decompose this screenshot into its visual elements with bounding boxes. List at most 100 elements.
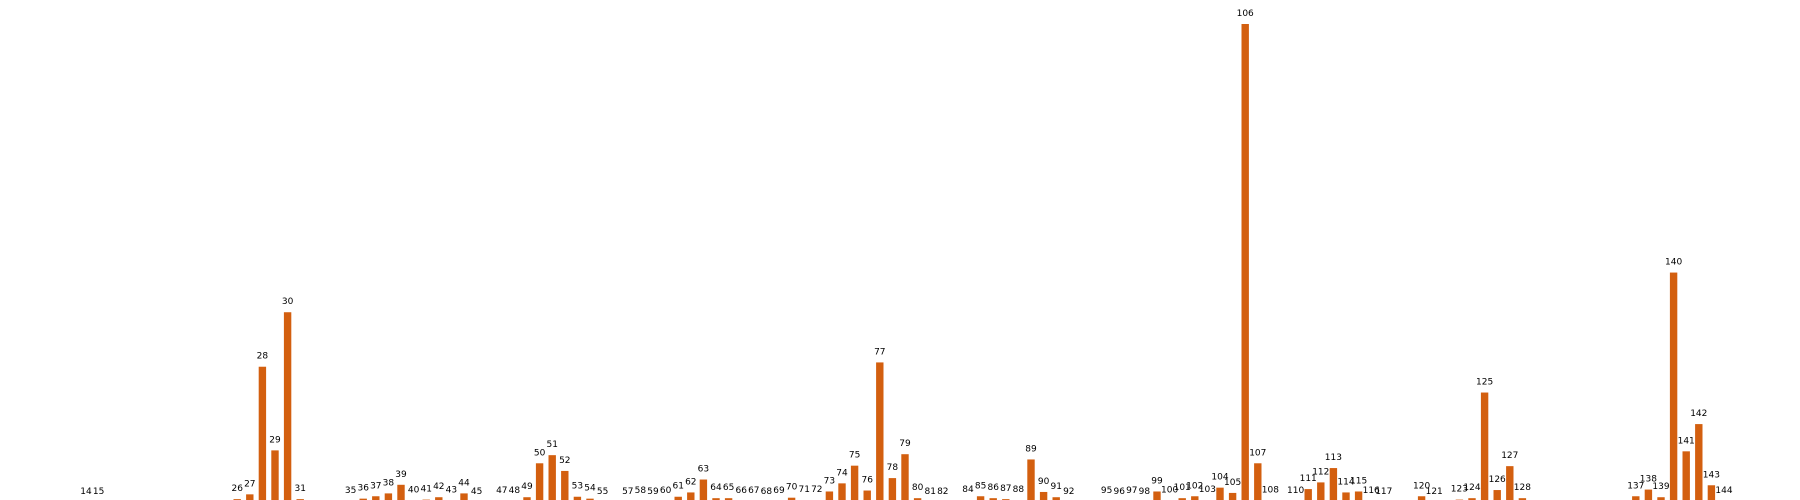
data-label-125: 125: [1476, 378, 1493, 388]
bar-64: [712, 498, 720, 500]
data-label-60: 60: [660, 486, 672, 496]
bar-142: [1695, 424, 1703, 500]
data-label-62: 62: [685, 477, 696, 487]
data-label-102: 102: [1186, 481, 1203, 491]
data-label-66: 66: [735, 486, 747, 496]
bar-124: [1468, 498, 1476, 500]
data-label-74: 74: [836, 468, 848, 478]
data-label-106: 106: [1237, 9, 1254, 19]
data-label-138: 138: [1640, 475, 1657, 485]
data-label-59: 59: [647, 487, 659, 497]
data-label-110: 110: [1287, 486, 1304, 496]
data-label-41: 41: [420, 485, 431, 495]
bar-53: [573, 496, 582, 500]
data-label-45: 45: [471, 487, 482, 497]
bar-125: [1480, 392, 1489, 500]
bar-91: [1052, 497, 1060, 500]
bar-62: [687, 492, 695, 500]
data-label-81: 81: [924, 487, 935, 497]
bar-112: [1317, 482, 1325, 500]
bar-28: [258, 366, 267, 500]
data-label-84: 84: [962, 485, 974, 495]
data-label-43: 43: [446, 486, 457, 496]
data-label-128: 128: [1514, 483, 1531, 493]
bar-86: [989, 498, 997, 500]
bar-141: [1682, 451, 1690, 500]
data-label-14: 14: [80, 487, 92, 497]
data-label-101: 101: [1174, 483, 1191, 493]
data-label-28: 28: [257, 352, 269, 362]
bar-76: [863, 490, 871, 500]
bar-102: [1191, 496, 1199, 500]
bar-80: [913, 498, 922, 500]
bar-75: [850, 465, 859, 500]
data-label-115: 115: [1350, 476, 1367, 486]
data-label-103: 103: [1199, 485, 1216, 495]
data-label-64: 64: [710, 483, 722, 493]
bar-37: [372, 496, 380, 500]
data-label-52: 52: [559, 456, 570, 466]
data-label-88: 88: [1013, 485, 1025, 495]
data-label-15: 15: [93, 487, 104, 497]
data-label-137: 137: [1627, 481, 1644, 491]
data-label-71: 71: [798, 485, 809, 495]
data-label-57: 57: [622, 487, 633, 497]
bar-39: [397, 484, 405, 500]
data-label-97: 97: [1126, 486, 1137, 496]
data-label-107: 107: [1249, 448, 1266, 458]
data-label-37: 37: [370, 481, 381, 491]
bar-52: [561, 470, 569, 500]
bar-49: [523, 497, 531, 500]
bar-65: [724, 498, 733, 500]
data-label-114: 114: [1337, 477, 1354, 487]
data-label-98: 98: [1139, 487, 1151, 497]
bar-99: [1153, 491, 1161, 500]
bar-63: [699, 479, 708, 500]
bar-38: [384, 493, 393, 500]
data-label-48: 48: [509, 486, 521, 496]
bar-51: [548, 455, 556, 500]
bar-140: [1669, 272, 1678, 500]
data-label-67: 67: [748, 486, 759, 496]
data-label-85: 85: [975, 481, 986, 491]
data-label-58: 58: [635, 486, 647, 496]
data-label-87: 87: [1000, 484, 1011, 494]
data-label-26: 26: [231, 484, 243, 494]
data-label-99: 99: [1151, 476, 1163, 486]
data-label-29: 29: [269, 435, 281, 445]
data-label-144: 144: [1715, 486, 1732, 496]
data-label-35: 35: [345, 486, 356, 496]
data-label-112: 112: [1312, 467, 1329, 477]
data-label-140: 140: [1665, 258, 1682, 268]
bar-104: [1216, 487, 1224, 500]
bar-36: [359, 498, 367, 500]
bar-105: [1228, 492, 1237, 500]
bar-138: [1644, 489, 1653, 500]
data-label-95: 95: [1101, 486, 1112, 496]
data-label-143: 143: [1703, 470, 1720, 480]
data-label-77: 77: [874, 347, 885, 357]
data-label-113: 113: [1325, 453, 1342, 463]
data-label-38: 38: [383, 478, 395, 488]
data-label-68: 68: [761, 487, 773, 497]
bar-101: [1178, 498, 1186, 500]
bar-107: [1254, 463, 1262, 500]
data-label-96: 96: [1113, 487, 1125, 497]
data-label-104: 104: [1211, 473, 1228, 483]
bar-127: [1506, 466, 1514, 500]
data-label-121: 121: [1426, 487, 1443, 497]
data-label-73: 73: [824, 476, 835, 486]
bar-106: [1241, 24, 1249, 500]
bar-61: [674, 496, 682, 500]
bar-27: [246, 494, 254, 500]
bar-44: [460, 493, 468, 500]
bar-113: [1329, 468, 1338, 500]
data-label-65: 65: [723, 483, 734, 493]
data-label-142: 142: [1690, 409, 1707, 419]
data-label-89: 89: [1025, 444, 1037, 454]
bar-89: [1027, 459, 1035, 500]
data-label-108: 108: [1262, 486, 1279, 496]
data-label-80: 80: [912, 483, 924, 493]
bar-70: [787, 497, 796, 500]
